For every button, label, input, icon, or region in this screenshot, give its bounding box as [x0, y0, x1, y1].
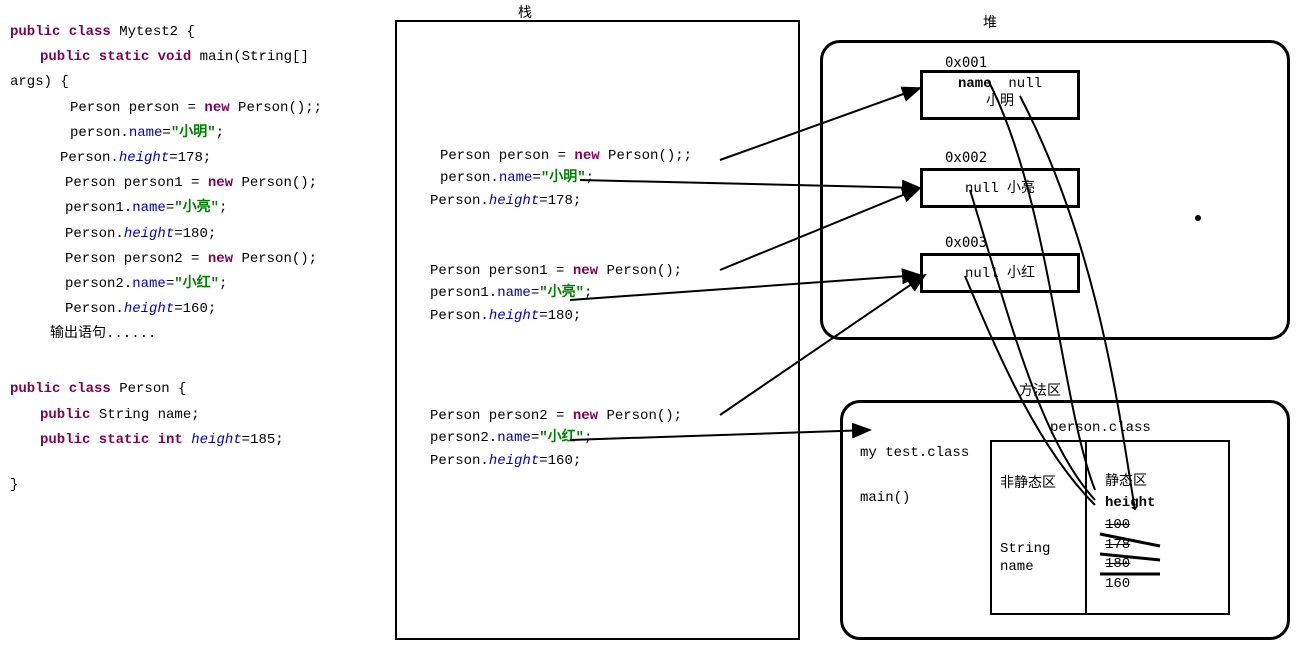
height-label: height [1105, 495, 1155, 511]
string-name-label: Stringname [1000, 540, 1050, 576]
method-area-label: 方法区 [1000, 380, 1080, 400]
heap-label: 堆 [970, 12, 1010, 32]
mytest-class-label: my test.class [860, 445, 969, 461]
static-label: 静态区 [1105, 470, 1147, 490]
heap-object-3: null 小红 [920, 253, 1080, 293]
nonstatic-label: 非静态区 [1000, 475, 1056, 493]
source-code: public class Mytest2 { public static voi… [10, 20, 322, 498]
heap-addr-3: 0x003 [945, 235, 987, 251]
stack-block-1: Person person = new Person();; person.na… [440, 145, 692, 212]
divider [1085, 440, 1087, 615]
heap-addr-2: 0x002 [945, 150, 987, 166]
dot [1195, 215, 1201, 221]
main-label: main() [860, 490, 910, 506]
stack-block-3: Person person2 = new Person(); person2.n… [430, 405, 682, 472]
heap-object-2: null 小亮 [920, 168, 1080, 208]
height-values: 100 178 180 160 [1105, 516, 1130, 594]
stack-block-2: Person person1 = new Person(); person1.n… [430, 260, 682, 327]
heap-object-1: name null 小明 [920, 70, 1080, 120]
stack-box [395, 20, 800, 640]
person-class-label: person.class [1050, 420, 1151, 436]
stack-label: 栈 [500, 2, 550, 22]
heap-addr-1: 0x001 [945, 55, 987, 71]
